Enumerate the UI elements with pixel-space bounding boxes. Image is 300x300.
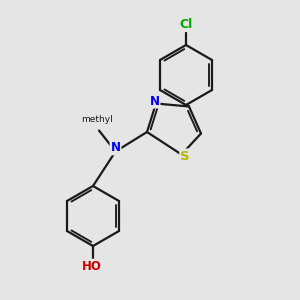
Text: Cl: Cl bbox=[179, 18, 193, 31]
Text: N: N bbox=[149, 94, 160, 108]
Text: HO: HO bbox=[82, 260, 101, 273]
Text: N: N bbox=[110, 141, 121, 154]
Text: methyl: methyl bbox=[82, 115, 113, 124]
Text: S: S bbox=[180, 149, 190, 163]
